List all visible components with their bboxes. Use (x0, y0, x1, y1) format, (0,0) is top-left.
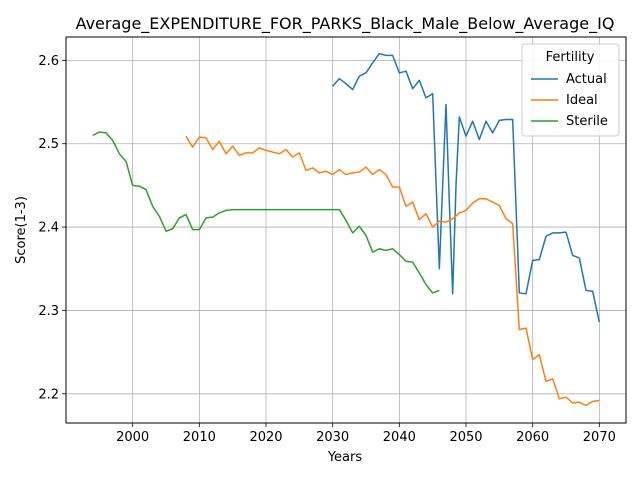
y-tick-label: 2.3 (38, 304, 59, 319)
y-tick-label: 2.4 (38, 221, 59, 236)
x-axis-label: Years (327, 450, 363, 465)
y-axis: 2.2 2.3 2.4 2.5 2.6 (38, 54, 66, 402)
series-line-sterile (92, 131, 440, 294)
plot-area-frame (65, 36, 627, 424)
legend-box (521, 43, 620, 137)
legend-entries: Actual Ideal Sterile (531, 72, 608, 129)
x-tick-label: 2030 (316, 430, 349, 445)
x-tick-label: 2060 (516, 430, 549, 445)
x-axis: 2000 2010 2020 2030 2040 2050 2060 2070 (116, 423, 616, 445)
plot-lines (92, 52, 601, 407)
legend-title: Fertility (546, 50, 595, 65)
y-tick-label: 2.2 (38, 387, 59, 402)
y-tick-label: 2.6 (38, 54, 59, 69)
y-tick-label: 2.5 (38, 137, 59, 152)
series-line-actual (332, 52, 601, 323)
legend: Fertility Actual Ideal Sterile (521, 43, 620, 137)
chart-title: Average_EXPENDITURE_FOR_PARKS_Black_Male… (76, 14, 615, 34)
x-tick-label: 2020 (249, 430, 282, 445)
x-tick-label: 2050 (449, 430, 482, 445)
x-tick-label: 2010 (183, 430, 216, 445)
x-tick-label: 2040 (383, 430, 416, 445)
x-tick-label: 2070 (583, 430, 616, 445)
y-axis-label: Score(1-3) (14, 196, 29, 264)
legend-label-actual: Actual (566, 72, 607, 87)
series-line-ideal (185, 135, 600, 407)
x-tick-label: 2000 (116, 430, 149, 445)
legend-label-sterile: Sterile (566, 114, 608, 129)
legend-label-ideal: Ideal (566, 93, 598, 108)
